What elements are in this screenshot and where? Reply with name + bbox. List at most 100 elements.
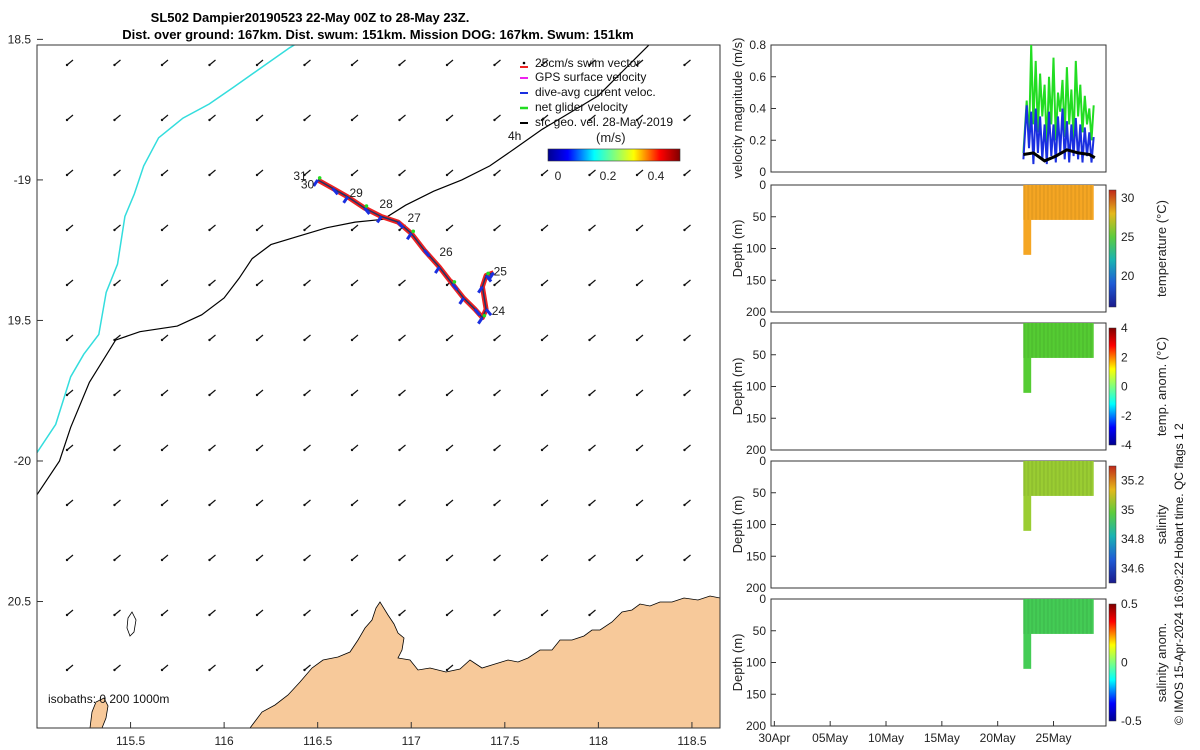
geo-arrow-head xyxy=(493,338,496,342)
heatmap-data-block xyxy=(1023,323,1094,358)
geo-arrow xyxy=(114,114,121,121)
geo-arrow-head xyxy=(588,448,591,452)
heatmap-profile-stripe xyxy=(1054,185,1057,220)
heatmap-profile-stripe xyxy=(1027,599,1030,634)
geo-arrow-head xyxy=(350,503,354,507)
geo-arrow xyxy=(589,444,596,451)
heatmap-y-tick-label: 100 xyxy=(746,380,766,394)
heatmap-colorbar-tick: 35 xyxy=(1121,503,1135,517)
heatmap-ylabel: Depth (m) xyxy=(730,496,745,554)
geo-arrow-head xyxy=(255,118,259,122)
geo-arrow xyxy=(304,279,311,286)
geo-arrow xyxy=(399,389,406,396)
track-current-vector xyxy=(376,215,383,224)
geo-arrow xyxy=(351,59,359,66)
geo-arrow-head xyxy=(303,63,306,67)
geo-arrow xyxy=(66,224,74,231)
heatmap-colorbar xyxy=(1108,189,1117,308)
heatmap-profile-stripe xyxy=(1070,599,1073,634)
time-x-axis: 30Apr 05May 10May 15May 20May 25May xyxy=(758,721,1072,745)
geo-arrow xyxy=(256,59,264,66)
track-current-vector xyxy=(331,187,339,196)
heatmap-y-tick-label: 50 xyxy=(753,624,767,638)
geo-arrow xyxy=(636,334,644,341)
geo-arrow-head xyxy=(635,63,639,67)
geo-arrow xyxy=(161,444,169,451)
geo-arrow xyxy=(161,389,169,396)
geo-arrow xyxy=(541,334,549,341)
heatmap-profile-stripe xyxy=(1039,323,1041,358)
heatmap-profile-stripe xyxy=(1062,461,1065,496)
heatmap-colorbar-tick: 34.6 xyxy=(1121,561,1145,575)
geo-arrow-head xyxy=(540,448,544,452)
heatmap-profile-stripe xyxy=(1074,185,1077,220)
heatmap-profile-stripe xyxy=(1085,599,1088,634)
heatmap-colorbar-tick: 2 xyxy=(1121,350,1128,364)
geo-arrow-head xyxy=(540,613,544,617)
geo-arrow-head xyxy=(208,668,211,672)
isobath-200m xyxy=(37,45,296,454)
geo-arrow xyxy=(351,334,359,341)
geo-arrow-head xyxy=(588,173,591,177)
geo-arrow-head xyxy=(255,503,259,507)
geo-arrow-head xyxy=(398,283,401,287)
geo-arrow-head xyxy=(208,393,211,397)
legend-swatch-dot-icon xyxy=(522,61,526,65)
geo-arrow-head xyxy=(160,338,164,342)
heatmap-colorbar-tick: 0.5 xyxy=(1121,597,1138,611)
heatmap-colorbar-tick: -0.5 xyxy=(1121,714,1142,728)
day-label: 30 xyxy=(301,177,315,191)
heatmap-profile-stripe xyxy=(1089,461,1092,496)
track-current-vector xyxy=(484,274,493,283)
geo-arrow xyxy=(684,59,691,66)
speed-colorbar-tick-2: 0.4 xyxy=(648,169,665,183)
geo-arrow xyxy=(209,389,216,396)
geo-arrow-head xyxy=(350,448,354,452)
geo-arrow xyxy=(541,59,549,66)
geo-arrow xyxy=(304,389,311,396)
geo-arrow-head xyxy=(160,613,164,617)
geo-arrow xyxy=(589,224,596,231)
geo-arrow xyxy=(541,169,549,176)
geo-arrow xyxy=(209,59,216,66)
geo-arrow-head xyxy=(255,228,259,232)
geo-arrow xyxy=(209,609,216,616)
geo-arrow-head xyxy=(208,173,211,177)
heatmap-colorbar-tick: 35.2 xyxy=(1121,474,1145,488)
geo-arrow xyxy=(684,334,691,341)
heatmap-data-block xyxy=(1023,599,1094,634)
geo-arrow-head xyxy=(65,283,69,287)
velocity-ylabel: velocity magnitude (m/s) xyxy=(730,38,745,179)
velocity-y-tick-label: 0.8 xyxy=(749,38,766,52)
velocity-series-line xyxy=(1022,105,1095,165)
geo-arrow xyxy=(304,224,311,231)
heatmap-ylabel: Depth (m) xyxy=(730,220,745,278)
geo-arrow xyxy=(66,444,74,451)
copyright-note: © IMOS 15-Apr-2024 16:09:22 Hobart time.… xyxy=(1172,423,1186,725)
heatmap-profile-stripe xyxy=(1042,461,1045,496)
geo-arrow xyxy=(399,499,406,506)
heatmap-profile-stripe xyxy=(1023,599,1026,634)
geo-arrow xyxy=(541,114,549,121)
geo-arrow-head xyxy=(683,228,686,232)
geo-arrow xyxy=(541,389,549,396)
heatmap-y-tick-label: 200 xyxy=(746,443,766,457)
heatmap-profile-stripe xyxy=(1042,185,1045,220)
geo-arrow xyxy=(351,609,359,616)
heatmap-colorbar-label: temperature (°C) xyxy=(1154,200,1169,297)
geo-arrow xyxy=(494,114,501,121)
heatmap-profile-stripe xyxy=(1027,185,1030,220)
heatmap-profile-stripe xyxy=(1035,599,1038,634)
geo-arrow xyxy=(589,59,596,66)
heatmap-profile-stripe xyxy=(1031,185,1034,220)
geo-arrow xyxy=(684,554,691,561)
geo-arrow xyxy=(161,114,169,121)
geo-arrow xyxy=(684,499,691,506)
time-x-tick-label: 15May xyxy=(924,731,960,745)
geo-arrow-head xyxy=(303,283,306,287)
map-frame xyxy=(36,44,721,729)
map-x-tick-label: 117 xyxy=(402,734,421,748)
track-glider-vector xyxy=(482,313,487,318)
geo-arrow-head xyxy=(208,503,211,507)
geo-arrow-head xyxy=(540,393,544,397)
